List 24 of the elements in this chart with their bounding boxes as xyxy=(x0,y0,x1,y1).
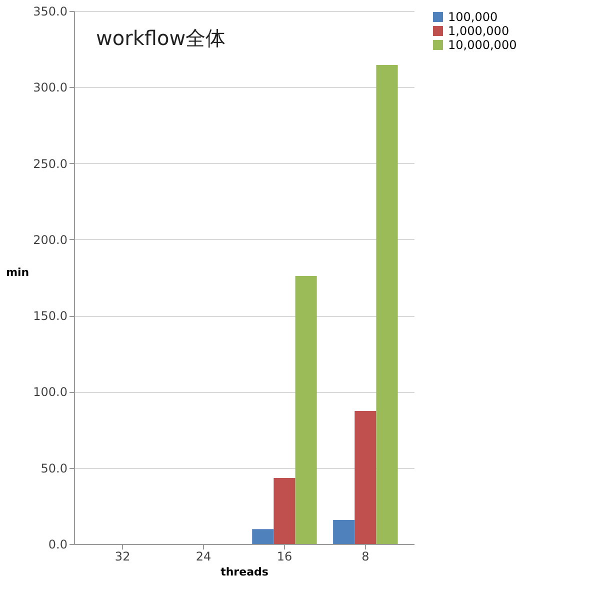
legend-label: 100,000 xyxy=(448,10,498,24)
x-tick-label: 32 xyxy=(114,550,130,564)
bar xyxy=(376,65,398,544)
y-axis-title: min xyxy=(6,266,30,279)
bar xyxy=(295,276,317,544)
y-tick-label: 300.0 xyxy=(33,80,68,95)
bar xyxy=(333,520,355,544)
bar xyxy=(354,411,376,544)
y-tick-label: 250.0 xyxy=(33,156,68,171)
bar xyxy=(252,529,274,544)
legend-label: 10,000,000 xyxy=(448,38,517,52)
x-tick-label: 8 xyxy=(362,550,370,564)
y-tick-label: 100.0 xyxy=(33,385,68,400)
text: workflow全体 xyxy=(96,26,226,50)
y-tick-label: 150.0 xyxy=(33,309,68,324)
y-tick-label: 0.0 xyxy=(48,538,68,552)
x-tick-label: 16 xyxy=(276,550,292,564)
y-tick-label: 350.0 xyxy=(33,4,68,18)
x-axis-title: threads xyxy=(220,566,269,578)
legend-label: 1,000,000 xyxy=(448,24,510,38)
y-tick-label: 50.0 xyxy=(40,461,68,476)
x-tick-label: 24 xyxy=(196,550,212,564)
y-tick-label: 200.0 xyxy=(33,232,68,247)
bar xyxy=(274,478,296,544)
